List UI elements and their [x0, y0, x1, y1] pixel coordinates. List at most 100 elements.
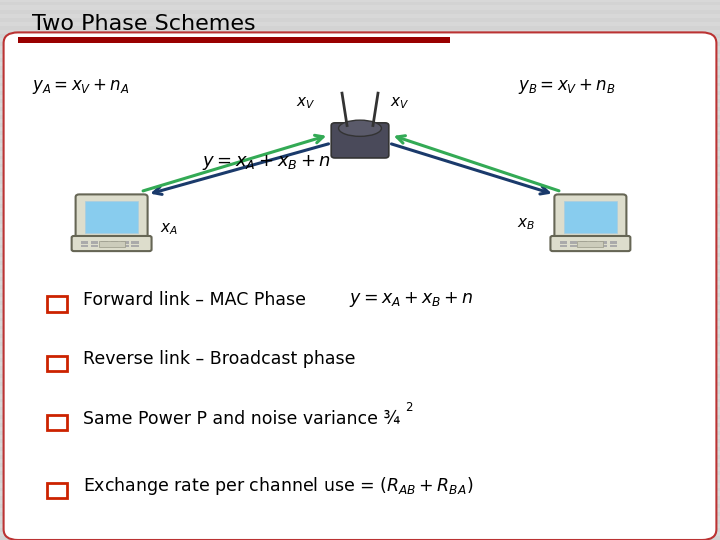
Bar [0, 196, 720, 200]
Bar [560, 241, 567, 244]
Bar [0, 520, 720, 524]
Bar [0, 463, 720, 467]
Bar [0, 2, 720, 5]
Bar [0, 318, 720, 321]
Bar [0, 26, 720, 30]
Bar [600, 245, 608, 247]
Bar [0, 212, 720, 216]
Bar [0, 131, 720, 135]
Bar [85, 201, 138, 233]
Bar [0, 220, 720, 224]
Bar [0, 326, 720, 329]
Bar [0, 180, 720, 184]
Bar [0, 455, 720, 459]
Bar [0, 10, 720, 14]
Bar [570, 241, 577, 244]
Bar [0, 358, 720, 362]
Bar [560, 245, 567, 247]
Text: Two Phase Schemes: Two Phase Schemes [32, 14, 256, 35]
Bar [101, 241, 109, 244]
Bar [0, 139, 720, 143]
Bar [0, 123, 720, 127]
Bar [0, 99, 720, 103]
Text: $y = x_A + x_B + n$: $y = x_A + x_B + n$ [349, 290, 474, 309]
Bar [0, 366, 720, 370]
Bar [0, 293, 720, 297]
Bar [0, 83, 720, 86]
Text: Same Power P and noise variance ¾: Same Power P and noise variance ¾ [83, 409, 400, 428]
FancyBboxPatch shape [4, 32, 716, 540]
Bar [91, 241, 98, 244]
Bar [0, 269, 720, 273]
FancyBboxPatch shape [76, 194, 148, 240]
Bar [91, 245, 98, 247]
Bar [0, 512, 720, 516]
Bar [0, 488, 720, 491]
Bar [580, 241, 588, 244]
Bar [0, 301, 720, 305]
Bar [111, 241, 118, 244]
Bar [132, 241, 139, 244]
Bar [610, 245, 618, 247]
Bar [0, 245, 720, 248]
Bar [0, 91, 720, 94]
Ellipse shape [338, 120, 382, 137]
Bar [0, 334, 720, 338]
Text: $x_B$: $x_B$ [516, 216, 535, 232]
Bar [0, 350, 720, 354]
Bar [570, 245, 577, 247]
Bar [47, 483, 67, 498]
Bar [0, 390, 720, 394]
Bar [590, 245, 598, 247]
FancyBboxPatch shape [331, 123, 389, 158]
Text: $y_A = x_V + n_A$: $y_A = x_V + n_A$ [32, 77, 130, 96]
Bar [590, 241, 598, 244]
Bar [0, 164, 720, 167]
Bar [121, 241, 129, 244]
Bar [0, 407, 720, 410]
Bar [0, 66, 720, 70]
FancyBboxPatch shape [72, 236, 152, 251]
Text: 2: 2 [405, 401, 413, 414]
Bar [47, 356, 67, 371]
Text: $x_V$: $x_V$ [390, 95, 409, 111]
Bar [99, 241, 125, 247]
Text: $y_B = x_V + n_B$: $y_B = x_V + n_B$ [518, 77, 616, 96]
Bar [101, 245, 109, 247]
Bar [0, 253, 720, 256]
Text: $x_V$: $x_V$ [297, 95, 315, 111]
Bar [0, 309, 720, 313]
Bar [0, 447, 720, 451]
Bar [0, 431, 720, 435]
Bar [0, 237, 720, 240]
Text: Exchange rate per channel use = $(R_{AB} + R_{BA})$: Exchange rate per channel use = $(R_{AB}… [83, 475, 473, 497]
Bar [0, 18, 720, 22]
Text: Reverse link – Broadcast phase: Reverse link – Broadcast phase [83, 350, 355, 368]
Bar [610, 241, 618, 244]
Bar [0, 75, 720, 78]
Bar [0, 261, 720, 265]
Bar [600, 241, 608, 244]
Bar [0, 34, 720, 38]
Bar [0, 528, 720, 532]
Bar [0, 277, 720, 281]
Bar [111, 245, 118, 247]
Bar [0, 480, 720, 483]
Bar [0, 399, 720, 402]
Bar [0, 285, 720, 289]
Bar [0, 228, 720, 232]
Bar [0, 42, 720, 46]
Bar [0, 423, 720, 427]
Bar [577, 241, 603, 247]
Bar [0, 147, 720, 151]
Bar [0, 439, 720, 443]
Bar [18, 37, 450, 43]
Bar [0, 107, 720, 111]
Bar [81, 241, 89, 244]
Bar [580, 245, 588, 247]
Bar [0, 536, 720, 540]
FancyBboxPatch shape [550, 236, 631, 251]
FancyBboxPatch shape [554, 194, 626, 240]
Bar [0, 496, 720, 500]
Bar [0, 342, 720, 346]
